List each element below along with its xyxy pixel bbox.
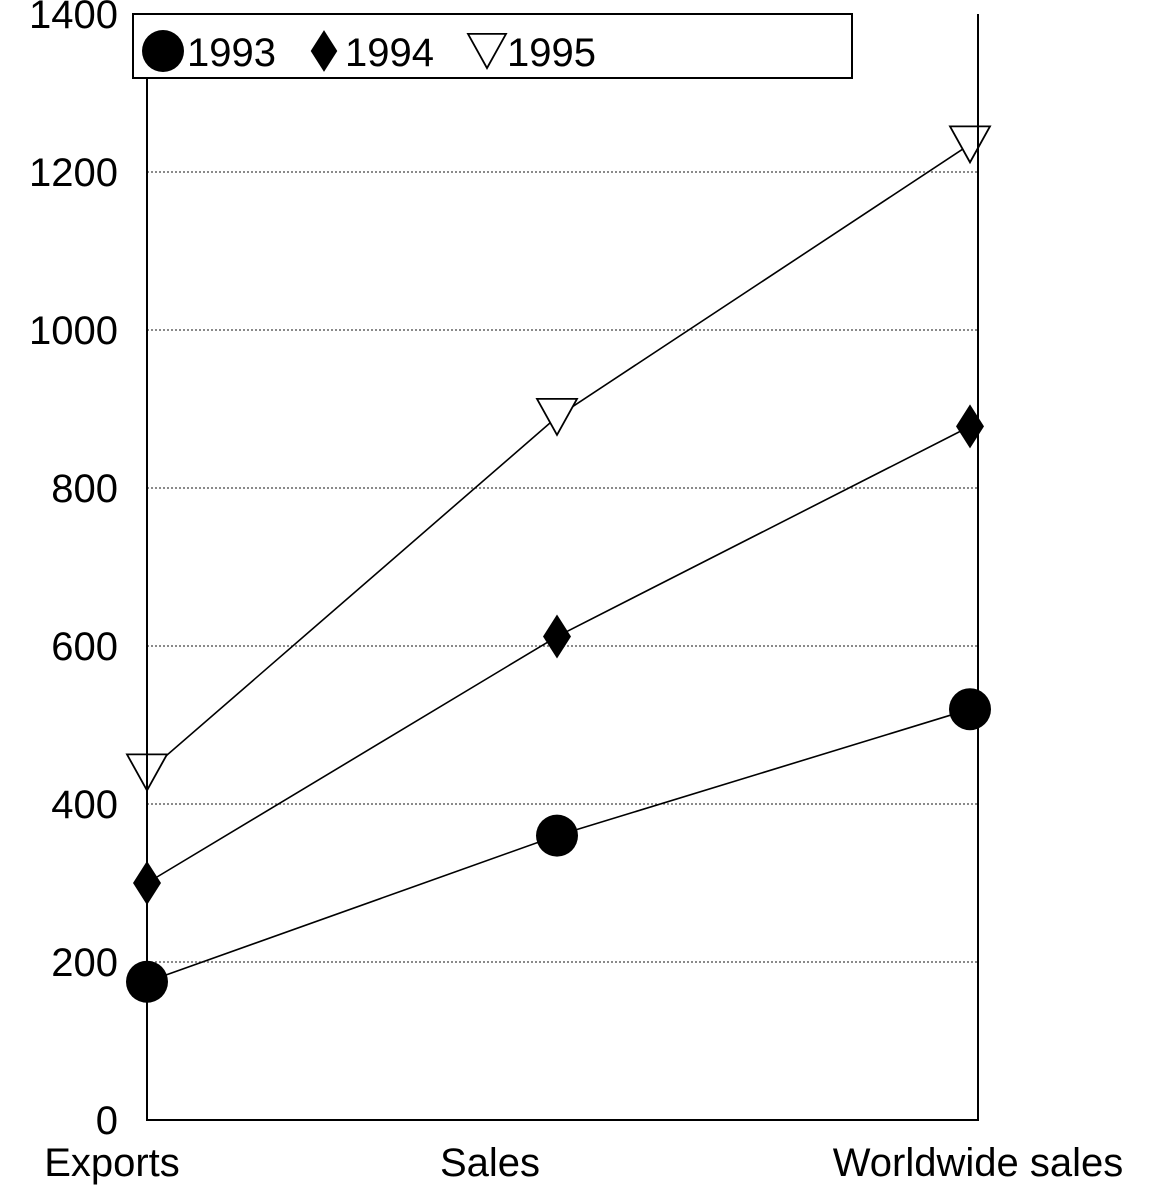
y-tick-labels: 0 200 400 600 800 1000 1200 1400 <box>29 0 118 1143</box>
y-tick-label: 200 <box>51 941 118 985</box>
y-tick-label: 400 <box>51 783 118 827</box>
data-point-1995 <box>535 397 579 437</box>
series-group <box>125 125 992 1003</box>
data-point-1993 <box>949 688 991 731</box>
y-tick-label: 1400 <box>29 0 118 37</box>
y-tick-label: 1200 <box>29 151 118 195</box>
gridlines <box>147 171 978 963</box>
data-point-1994 <box>543 614 571 659</box>
x-category-label: Worldwide sales <box>833 1141 1124 1185</box>
data-point-1993 <box>536 814 578 857</box>
legend-marker-1993 <box>142 30 184 72</box>
series-1995 <box>125 125 992 793</box>
legend-marker-1994 <box>310 30 338 72</box>
legend: 1993 1994 1995 <box>132 13 853 79</box>
series-line-1995 <box>146 143 971 774</box>
y-tick-label: 1000 <box>29 309 118 353</box>
y-tick-label: 800 <box>51 467 118 511</box>
series-1993 <box>126 688 991 1003</box>
axes <box>146 14 979 1121</box>
legend-label-1994: 1994 <box>345 31 434 75</box>
x-category-label: Exports <box>44 1141 180 1185</box>
data-point-1994 <box>956 404 984 449</box>
x-category-labels: Exports Sales Worldwide sales <box>44 1141 1123 1185</box>
legend-marker-1995 <box>466 33 508 70</box>
y-tick-label: 600 <box>51 625 118 669</box>
y-tick-label: 0 <box>96 1099 118 1143</box>
plot-frame <box>146 14 979 1121</box>
legend-label-1993: 1993 <box>187 31 276 75</box>
data-point-1995 <box>948 125 992 165</box>
legend-label-1995: 1995 <box>507 31 596 75</box>
x-category-label: Sales <box>440 1141 540 1185</box>
